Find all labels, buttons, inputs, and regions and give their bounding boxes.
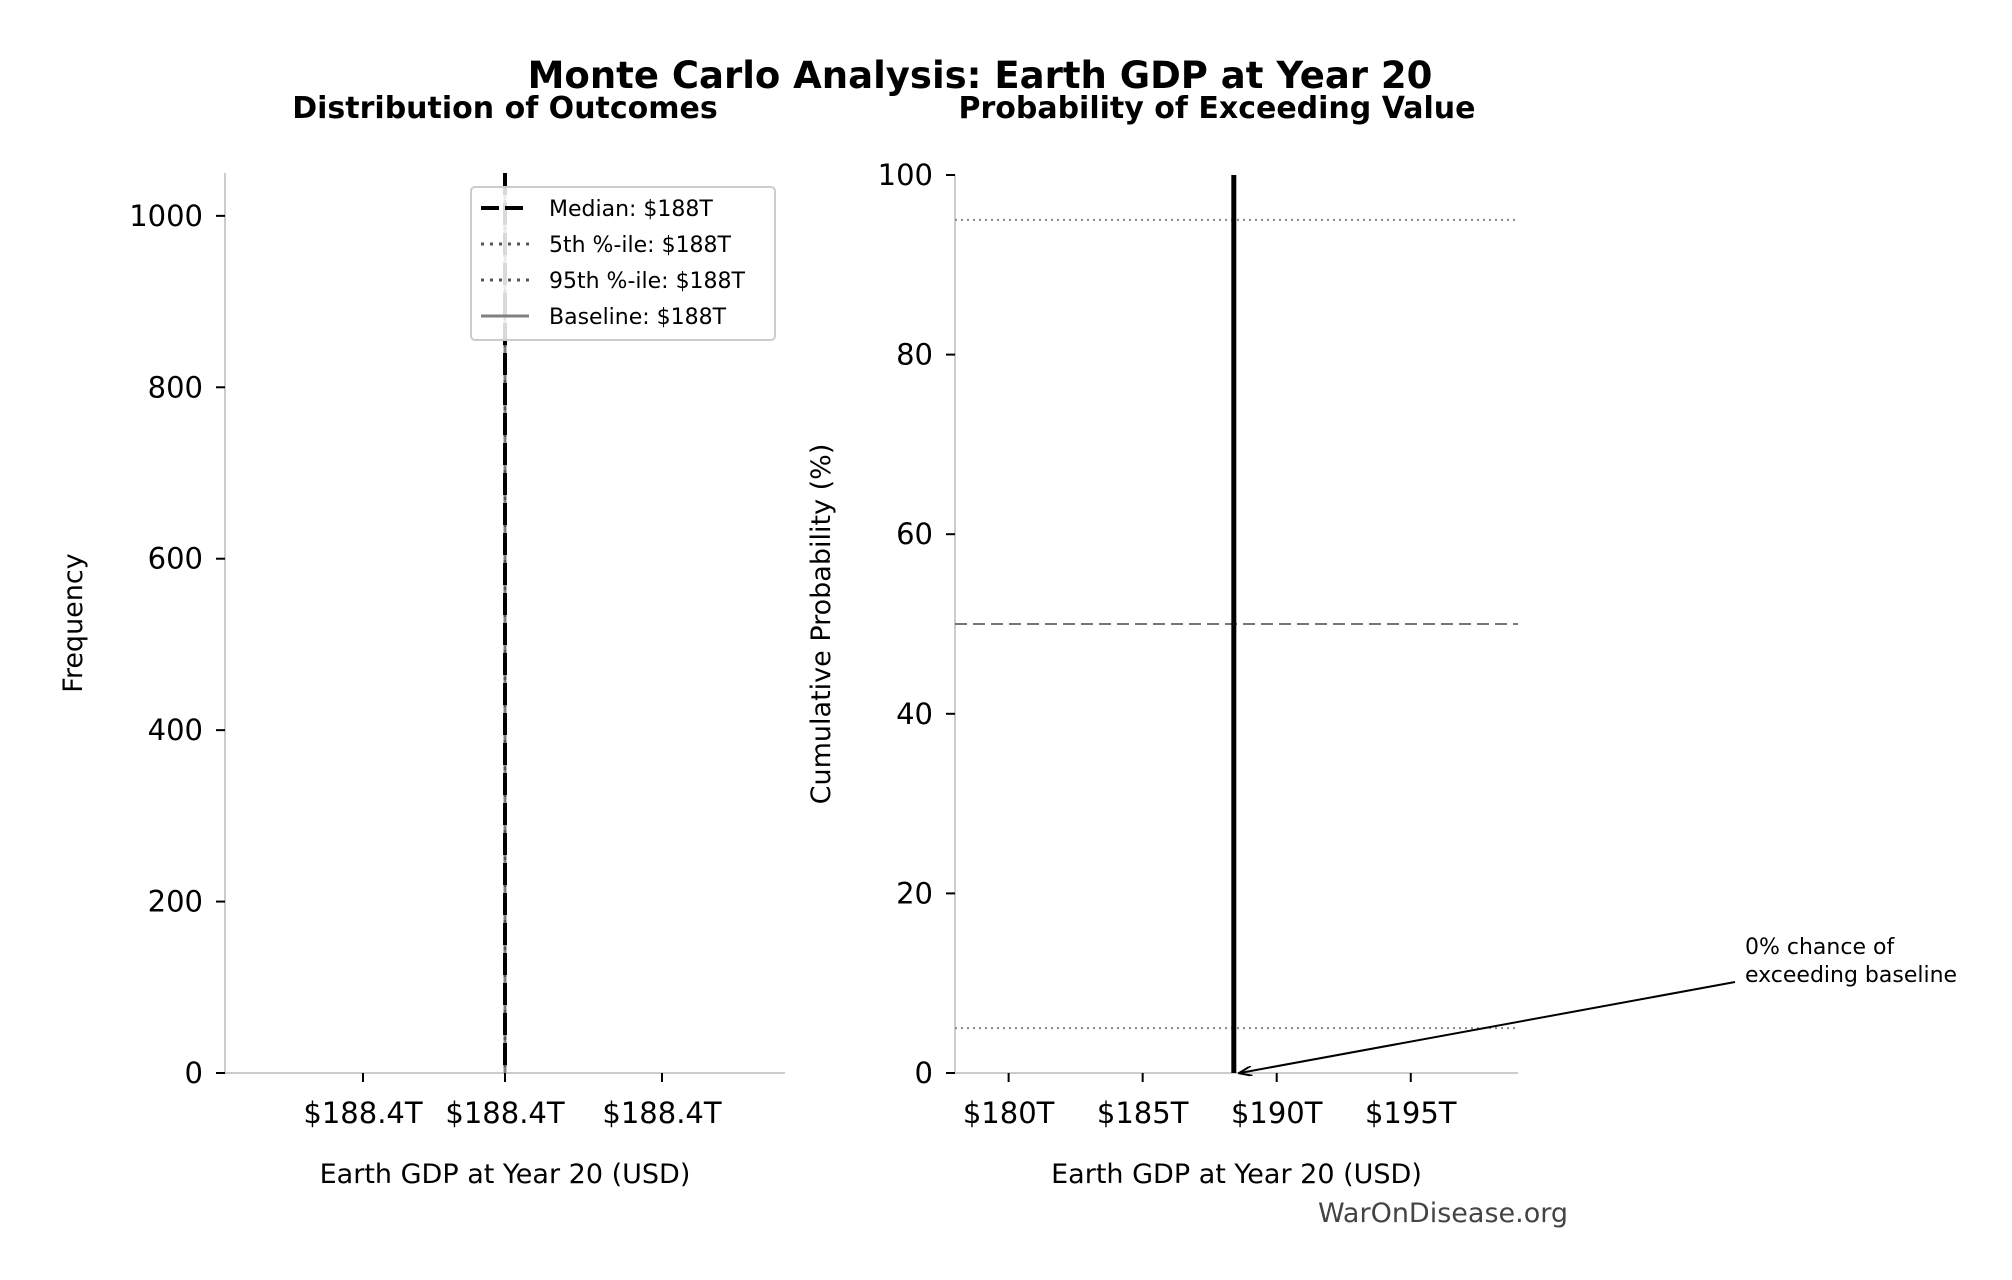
- y-tick-label: 80: [896, 338, 933, 372]
- x-tick-label: $195T: [1365, 1096, 1457, 1130]
- x-tick-label: $188.4T: [445, 1096, 564, 1130]
- legend-label: 5th %-ile: $188T: [549, 233, 732, 258]
- y-tick-label: 60: [896, 517, 933, 551]
- x-tick-label: $190T: [1231, 1096, 1323, 1130]
- x-tick-label: $188.4T: [303, 1096, 422, 1130]
- y-tick-label: 400: [148, 713, 203, 747]
- legend-label: 95th %-ile: $188T: [549, 269, 746, 294]
- y-tick-label: 100: [878, 158, 933, 192]
- y-tick-label: 800: [148, 370, 203, 404]
- x-tick-label: $188.4T: [602, 1096, 721, 1130]
- y-tick-label: 200: [148, 885, 203, 919]
- y-tick-label: 40: [896, 697, 933, 731]
- annotation-arrow: [1240, 981, 1736, 1073]
- y-tick-label: 600: [148, 542, 203, 576]
- legend-box: [470, 186, 776, 341]
- exceedance-panel: Probability of Exceeding Value 0 20 40 60 80 1…: [806, 91, 1957, 1190]
- legend: Median: $188T 5th %-ile: $188T 95th %-ile:…: [470, 186, 776, 341]
- legend-label: Baseline: $188T: [549, 305, 727, 330]
- legend-label: Median: $188T: [549, 197, 713, 222]
- y-tick-label: 0: [915, 1056, 933, 1090]
- panel-title: Distribution of Outcomes: [292, 91, 718, 126]
- x-tick-label: $185T: [1097, 1096, 1189, 1130]
- x-axis-label: Earth GDP at Year 20 (USD): [320, 1159, 691, 1190]
- x-tick-label: $180T: [963, 1096, 1055, 1130]
- y-tick-label: 1000: [129, 199, 203, 233]
- annotation-line: 0% chance of: [1745, 935, 1895, 960]
- y-tick-label: 20: [896, 876, 933, 910]
- y-tick-label: 0: [185, 1056, 203, 1090]
- annotation-text: 0% chance of exceeding baseline: [1745, 935, 1957, 988]
- watermark: WarOnDisease.org: [1318, 1198, 1568, 1229]
- chart-title: Monte Carlo Analysis: Earth GDP at Year …: [528, 54, 1433, 97]
- x-axis-label: Earth GDP at Year 20 (USD): [1051, 1159, 1422, 1190]
- panel-title: Probability of Exceeding Value: [958, 91, 1475, 126]
- annotation-line: exceeding baseline: [1745, 963, 1957, 988]
- y-axis-label: Frequency: [58, 553, 89, 693]
- distribution-panel: Distribution of Outcomes 0 200 400 600 800 100…: [58, 91, 785, 1190]
- y-axis-label: Cumulative Probability (%): [806, 444, 837, 805]
